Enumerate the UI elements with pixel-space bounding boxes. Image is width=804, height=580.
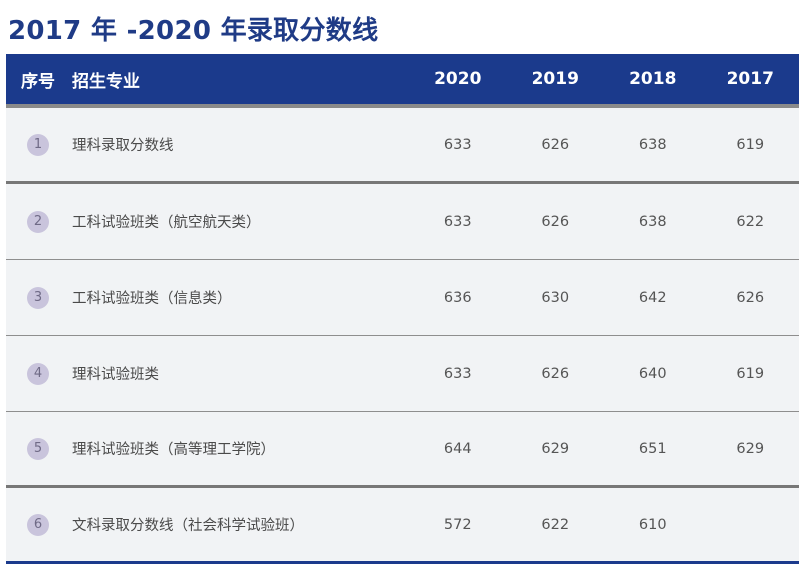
table-row: 5 理科试验班类（高等理工学院） 644 629 651 629 — [6, 412, 799, 488]
table-row: 1 理科录取分数线 633 626 638 619 — [6, 108, 799, 184]
major-name: 工科试验班类（信息类） — [72, 291, 232, 307]
score-2020: 633 — [443, 213, 472, 230]
score-2017: 619 — [736, 365, 765, 382]
score-2019: 626 — [541, 213, 570, 230]
score-2019: 626 — [541, 136, 570, 153]
header-year-2017: 2017 — [726, 69, 774, 89]
table-row: 2 工科试验班类（航空航天类） 633 626 638 622 — [6, 184, 799, 260]
score-2020: 633 — [443, 365, 472, 382]
table-row: 3 工科试验班类（信息类） 636 630 642 626 — [6, 260, 799, 336]
index-badge: 2 — [27, 210, 49, 233]
score-2020: 644 — [443, 440, 472, 457]
score-2020: 636 — [443, 289, 472, 306]
header-major: 招生专业 — [72, 71, 140, 92]
header-index: 序号 — [21, 71, 55, 92]
major-name: 文科录取分数线（社会科学试验班） — [72, 518, 304, 534]
table-header: 序号 招生专业 2020 2019 2018 2017 — [6, 54, 799, 108]
header-year-2020: 2020 — [434, 69, 482, 89]
page-title: 2017 年 -2020 年录取分数线 — [8, 16, 379, 46]
score-2018: 642 — [638, 289, 667, 306]
score-2017: 622 — [736, 213, 765, 230]
major-name: 理科试验班类 — [72, 367, 159, 383]
index-badge: 4 — [27, 362, 49, 385]
score-2018: 651 — [638, 440, 667, 457]
header-year-2018: 2018 — [629, 69, 677, 89]
table-row: 4 理科试验班类 633 626 640 619 — [6, 336, 799, 412]
index-badge: 1 — [27, 133, 49, 156]
score-2017: 619 — [736, 136, 765, 153]
score-2018: 640 — [638, 365, 667, 382]
table-row: 6 文科录取分数线（社会科学试验班） 572 622 610 — [6, 488, 799, 564]
score-2020: 572 — [443, 516, 472, 533]
index-badge: 3 — [27, 286, 49, 309]
index-badge: 5 — [27, 437, 49, 460]
score-2017: 626 — [736, 289, 765, 306]
score-2018: 638 — [638, 213, 667, 230]
major-name: 工科试验班类（航空航天类） — [72, 215, 261, 231]
score-2019: 629 — [541, 440, 570, 457]
major-name: 理科试验班类（高等理工学院） — [72, 442, 275, 458]
score-2019: 622 — [541, 516, 570, 533]
score-2018: 638 — [638, 136, 667, 153]
major-name: 理科录取分数线 — [72, 138, 174, 154]
header-year-2019: 2019 — [531, 69, 579, 89]
index-badge: 6 — [27, 513, 49, 536]
score-2019: 626 — [541, 365, 570, 382]
score-2020: 633 — [443, 136, 472, 153]
score-2019: 630 — [541, 289, 570, 306]
score-table: 序号 招生专业 2020 2019 2018 2017 1 理科录取分数线 63… — [6, 54, 799, 564]
score-2018: 610 — [638, 516, 667, 533]
score-2017: 629 — [736, 440, 765, 457]
